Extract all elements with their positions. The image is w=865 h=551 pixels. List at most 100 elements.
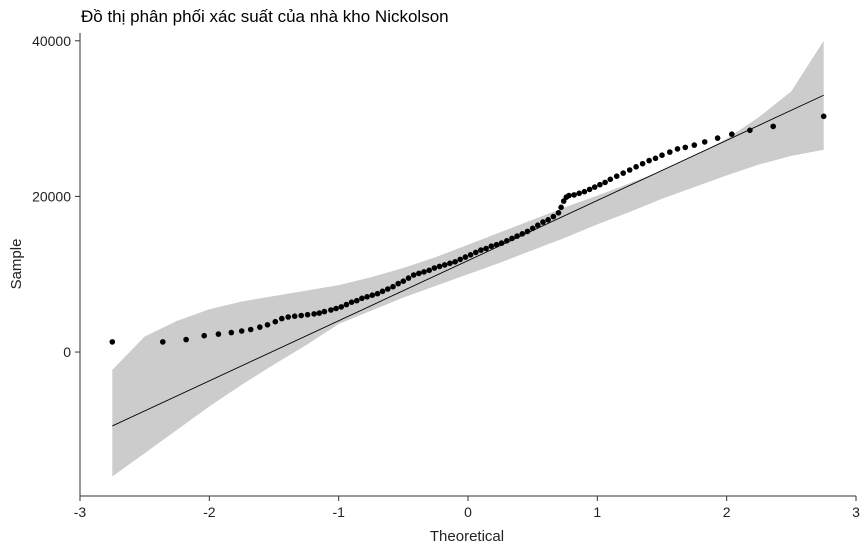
data-point — [338, 304, 345, 310]
data-point — [348, 299, 355, 306]
data-point — [701, 139, 708, 145]
data-point — [390, 283, 396, 290]
data-point — [545, 217, 551, 223]
data-point — [228, 329, 235, 336]
data-point — [311, 311, 317, 317]
data-point — [504, 238, 510, 244]
data-points-layer — [109, 113, 827, 345]
data-point — [540, 219, 546, 225]
data-point — [566, 192, 572, 199]
data-point — [462, 254, 469, 260]
data-point — [421, 269, 427, 275]
y-axis-ticks: 0 20000 40000 — [32, 33, 80, 360]
x-tick-label: 2 — [723, 504, 731, 520]
data-point — [364, 294, 370, 300]
data-point — [483, 245, 489, 252]
x-axis-title: Theoretical — [430, 528, 504, 545]
y-tick-label: 0 — [63, 344, 71, 360]
x-tick-label: -3 — [74, 504, 87, 520]
data-point — [279, 315, 285, 322]
data-point — [729, 131, 735, 137]
data-point — [524, 228, 531, 235]
data-point — [478, 247, 484, 253]
data-point — [493, 241, 500, 248]
data-point — [291, 313, 298, 320]
data-point — [385, 286, 391, 292]
data-point — [436, 263, 443, 270]
data-point — [359, 295, 365, 302]
data-point — [426, 267, 433, 274]
data-point — [646, 157, 652, 164]
data-point — [354, 297, 360, 304]
data-point — [160, 339, 166, 345]
data-point — [410, 272, 417, 278]
data-point — [447, 260, 453, 267]
data-point — [247, 326, 254, 333]
data-point — [747, 127, 753, 134]
data-point — [613, 173, 620, 179]
data-point — [285, 314, 292, 320]
data-point — [473, 249, 479, 256]
y-tick-label: 40000 — [32, 33, 71, 49]
data-point — [607, 176, 614, 183]
data-point — [535, 222, 541, 228]
data-point — [550, 213, 557, 220]
data-point — [452, 259, 458, 265]
data-point — [374, 290, 381, 297]
x-tick-label: 3 — [852, 504, 860, 520]
y-tick-label: 20000 — [32, 188, 71, 204]
reference-line-layer — [112, 94, 824, 427]
data-point — [667, 149, 673, 155]
data-point — [682, 144, 689, 151]
data-point — [652, 155, 659, 162]
data-point — [369, 292, 376, 299]
data-point — [333, 305, 339, 312]
data-point — [488, 243, 495, 249]
data-point — [558, 204, 564, 211]
data-point — [328, 307, 334, 313]
data-point — [820, 113, 827, 120]
data-point — [321, 308, 328, 315]
data-point — [272, 318, 279, 325]
reference-line — [112, 94, 824, 427]
data-point — [602, 179, 608, 186]
data-point — [674, 146, 681, 152]
data-point — [201, 332, 207, 339]
data-point — [109, 339, 116, 345]
x-axis-ticks: -3 -2 -1 0 1 2 3 — [74, 496, 860, 520]
data-point — [659, 152, 665, 158]
data-point — [416, 270, 422, 277]
data-point — [441, 262, 448, 268]
data-point — [555, 210, 562, 216]
data-point — [576, 190, 582, 197]
y-axis-title: Sample — [8, 239, 25, 290]
x-tick-label: -2 — [203, 504, 216, 520]
data-point — [467, 252, 474, 258]
data-point — [529, 225, 536, 232]
x-tick-label: 1 — [593, 504, 601, 520]
data-point — [395, 280, 402, 287]
data-point — [400, 278, 407, 285]
data-point — [498, 240, 505, 246]
data-point — [405, 275, 412, 281]
data-point — [298, 312, 305, 319]
data-point — [691, 142, 698, 148]
data-point — [770, 123, 776, 130]
data-point — [620, 170, 626, 176]
data-point — [519, 231, 526, 237]
data-point — [514, 233, 520, 239]
x-tick-label: 0 — [464, 504, 472, 520]
data-point — [183, 336, 189, 343]
data-point — [586, 186, 593, 193]
data-point — [238, 328, 245, 334]
data-point — [571, 192, 577, 198]
data-point — [626, 167, 633, 173]
data-point — [714, 135, 721, 141]
data-point — [457, 256, 464, 263]
data-point — [257, 324, 263, 330]
data-point — [639, 160, 646, 167]
data-point — [343, 301, 350, 308]
data-point — [597, 181, 603, 188]
chart-title: Đồ thị phân phối xác suất của nhà kho Ni… — [81, 7, 449, 26]
